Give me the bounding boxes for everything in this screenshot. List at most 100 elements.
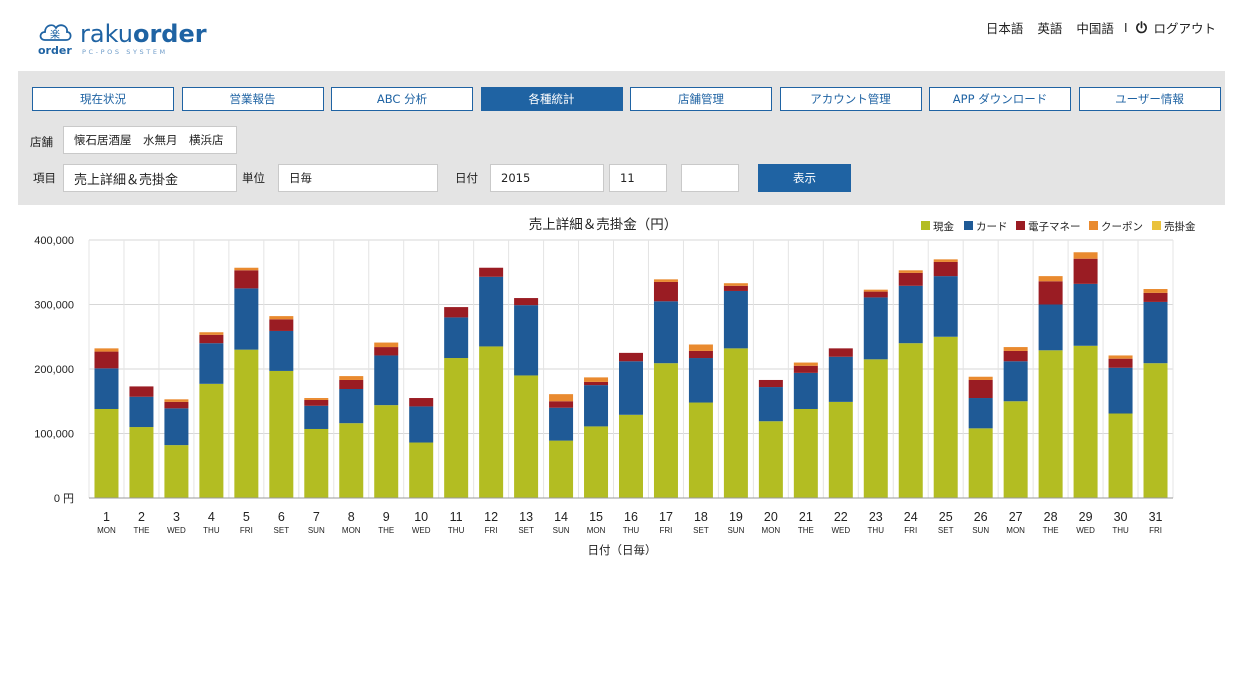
bar-segment[interactable]	[234, 349, 259, 498]
tab-app-download[interactable]: APP ダウンロード	[929, 87, 1071, 111]
year-select[interactable]: 2015	[490, 164, 604, 192]
bar-segment[interactable]	[584, 377, 609, 382]
bar-segment[interactable]	[94, 348, 119, 352]
bar-segment[interactable]	[1038, 281, 1063, 305]
bar-segment[interactable]	[304, 428, 329, 498]
bar-segment[interactable]	[933, 276, 958, 337]
day-select[interactable]	[681, 164, 739, 192]
bar-segment[interactable]	[933, 261, 958, 277]
bar-segment[interactable]	[479, 276, 504, 347]
logout-link[interactable]: ログアウト	[1135, 18, 1216, 37]
bar-segment[interactable]	[339, 379, 364, 389]
bar-segment[interactable]	[164, 408, 189, 446]
bar-segment[interactable]	[409, 398, 434, 407]
bar-segment[interactable]	[549, 440, 574, 498]
bar-segment[interactable]	[1003, 347, 1028, 351]
bar-segment[interactable]	[723, 290, 748, 349]
lang-japanese-link[interactable]: 日本語	[985, 21, 1024, 36]
tab-store-management[interactable]: 店舗管理	[630, 87, 772, 111]
bar-segment[interactable]	[619, 361, 643, 415]
bar-segment[interactable]	[374, 347, 399, 356]
bar-segment[interactable]	[269, 319, 294, 331]
tab-abc-analysis[interactable]: ABC 分析	[331, 87, 473, 111]
bar-segment[interactable]	[653, 281, 678, 302]
bar-segment[interactable]	[653, 363, 678, 498]
bar-segment[interactable]	[793, 372, 818, 409]
bar-segment[interactable]	[653, 301, 678, 364]
lang-english-link[interactable]: 英語	[1037, 21, 1063, 36]
bar-segment[interactable]	[444, 307, 469, 318]
bar-segment[interactable]	[549, 401, 574, 408]
bar-segment[interactable]	[863, 289, 888, 292]
bar-segment[interactable]	[863, 297, 888, 360]
bar-segment[interactable]	[933, 259, 958, 262]
bar-segment[interactable]	[234, 270, 259, 289]
bar-segment[interactable]	[1003, 361, 1028, 402]
bar-segment[interactable]	[584, 426, 609, 498]
month-select[interactable]: 11	[609, 164, 667, 192]
bar-segment[interactable]	[199, 383, 224, 498]
bar-segment[interactable]	[374, 355, 399, 406]
bar-segment[interactable]	[1073, 345, 1098, 498]
bar-segment[interactable]	[339, 376, 364, 380]
bar-segment[interactable]	[1143, 292, 1168, 302]
bar-segment[interactable]	[863, 359, 888, 498]
bar-segment[interactable]	[898, 343, 923, 498]
bar-segment[interactable]	[409, 442, 434, 498]
item-select[interactable]: 売上詳細＆売掛金	[63, 164, 237, 192]
bar-segment[interactable]	[898, 272, 923, 286]
bar-segment[interactable]	[234, 267, 259, 271]
bar-segment[interactable]	[1038, 304, 1063, 351]
bar-segment[interactable]	[479, 346, 504, 498]
bar-segment[interactable]	[549, 407, 574, 441]
tab-user-info[interactable]: ユーザー情報	[1078, 87, 1221, 111]
bar-segment[interactable]	[688, 350, 713, 359]
tab-current-status[interactable]: 現在状況	[32, 87, 174, 111]
bar-segment[interactable]	[584, 385, 609, 427]
bar-segment[interactable]	[1108, 413, 1133, 498]
tab-sales-report[interactable]: 営業報告	[181, 87, 324, 111]
bar-segment[interactable]	[1143, 289, 1168, 293]
show-button[interactable]: 表示	[758, 164, 851, 192]
bar-segment[interactable]	[723, 348, 748, 498]
bar-segment[interactable]	[549, 394, 574, 402]
bar-segment[interactable]	[339, 388, 364, 424]
bar-segment[interactable]	[584, 381, 609, 386]
bar-segment[interactable]	[723, 285, 748, 291]
bar-segment[interactable]	[94, 351, 119, 369]
tab-statistics[interactable]: 各種統計	[480, 87, 623, 111]
bar-segment[interactable]	[409, 406, 434, 443]
bar-segment[interactable]	[339, 423, 364, 498]
bar-segment[interactable]	[1003, 401, 1028, 498]
bar-segment[interactable]	[1038, 350, 1063, 498]
store-select[interactable]: 懐石居酒屋 水無月 横浜店	[63, 126, 237, 154]
bar-segment[interactable]	[653, 279, 678, 282]
bar-segment[interactable]	[129, 386, 154, 397]
lang-chinese-link[interactable]: 中国語	[1076, 21, 1114, 36]
bar-segment[interactable]	[94, 408, 119, 498]
bar-segment[interactable]	[1108, 358, 1133, 368]
bar-segment[interactable]	[619, 414, 643, 498]
bar-segment[interactable]	[793, 408, 818, 498]
bar-segment[interactable]	[758, 387, 783, 422]
bar-segment[interactable]	[688, 358, 713, 403]
bar-segment[interactable]	[129, 396, 154, 428]
bar-segment[interactable]	[619, 352, 643, 362]
bar-segment[interactable]	[793, 365, 818, 373]
bar-segment[interactable]	[1143, 301, 1168, 364]
bar-segment[interactable]	[688, 402, 713, 498]
bar-segment[interactable]	[968, 428, 993, 498]
bar-segment[interactable]	[514, 305, 539, 376]
bar-segment[interactable]	[234, 288, 259, 350]
bar-segment[interactable]	[199, 343, 224, 384]
bar-segment[interactable]	[758, 421, 783, 498]
bar-segment[interactable]	[514, 298, 539, 306]
bar-segment[interactable]	[688, 344, 713, 351]
tab-account-management[interactable]: アカウント管理	[779, 87, 922, 111]
bar-segment[interactable]	[1143, 363, 1168, 498]
bar-segment[interactable]	[898, 285, 923, 344]
bar-segment[interactable]	[269, 370, 294, 498]
bar-segment[interactable]	[828, 348, 853, 357]
bar-segment[interactable]	[968, 376, 993, 380]
bar-segment[interactable]	[514, 375, 539, 498]
